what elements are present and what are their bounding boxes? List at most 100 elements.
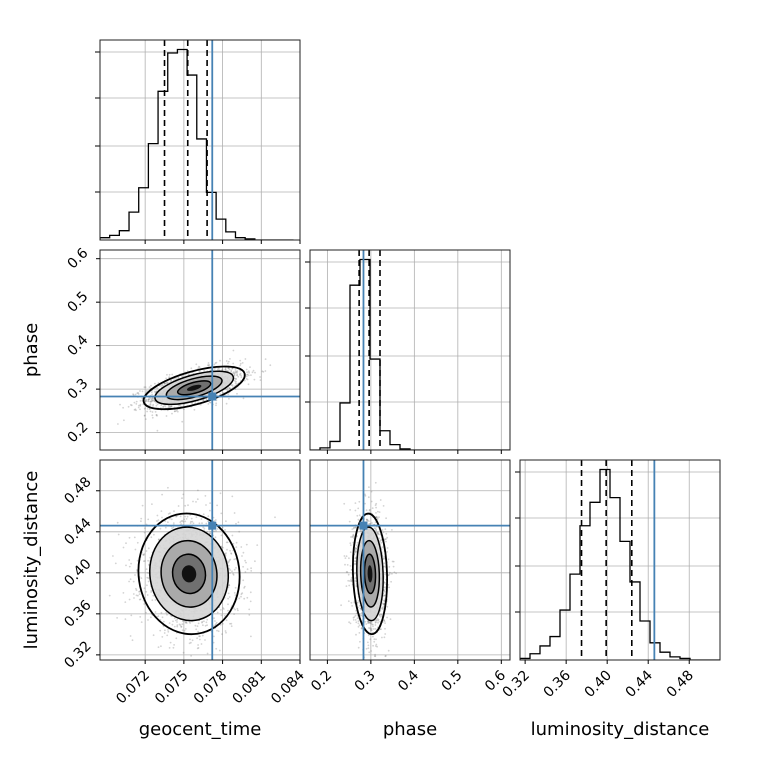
sample-point xyxy=(181,629,184,632)
sample-point xyxy=(164,382,167,385)
sample-point xyxy=(224,368,227,370)
sample-point xyxy=(147,398,150,401)
sample-point xyxy=(233,613,236,615)
sample-point xyxy=(145,400,148,402)
sample-point xyxy=(139,408,141,411)
sample-point xyxy=(260,572,262,574)
sample-point xyxy=(214,519,217,521)
sample-point xyxy=(347,573,350,576)
sample-point xyxy=(147,577,150,580)
sample-point xyxy=(383,558,385,560)
sample-point xyxy=(201,522,203,525)
sample-point xyxy=(242,397,245,400)
sample-point xyxy=(242,565,245,568)
sample-point xyxy=(352,527,355,530)
sample-point xyxy=(146,410,149,413)
sample-point xyxy=(156,520,158,522)
sample-point xyxy=(128,536,131,539)
sample-point xyxy=(177,377,180,379)
sample-point xyxy=(185,621,188,624)
sample-point xyxy=(358,632,361,634)
sample-point xyxy=(214,624,217,627)
sample-point xyxy=(140,621,143,623)
sample-point xyxy=(213,635,215,638)
sample-point xyxy=(369,511,372,514)
sample-point xyxy=(179,624,182,627)
sample-point xyxy=(139,616,142,618)
sample-point xyxy=(160,404,163,407)
sample-point xyxy=(197,630,200,633)
sample-point xyxy=(238,597,241,600)
sample-point xyxy=(385,532,388,535)
sample-point xyxy=(245,368,248,371)
sample-point xyxy=(184,620,187,623)
sample-point xyxy=(215,621,218,624)
sample-point xyxy=(366,620,369,623)
sample-point xyxy=(366,519,368,521)
sample-point xyxy=(381,529,384,531)
sample-point xyxy=(355,547,358,550)
sample-point xyxy=(374,645,377,647)
sample-point xyxy=(224,368,227,371)
sample-point xyxy=(241,592,244,594)
sample-point xyxy=(168,622,171,624)
sample-point xyxy=(209,401,212,404)
sample-point xyxy=(179,521,182,523)
sample-point xyxy=(384,572,387,574)
sample-point xyxy=(350,579,353,582)
sample-point xyxy=(171,527,173,530)
sample-point xyxy=(370,629,372,632)
sample-point xyxy=(235,370,238,373)
sample-point xyxy=(208,364,211,366)
sample-point xyxy=(252,369,255,372)
sample-point xyxy=(146,408,149,410)
sample-point xyxy=(160,510,163,512)
sample-point xyxy=(259,379,262,381)
sample-point xyxy=(364,620,367,623)
sample-point xyxy=(112,555,114,557)
sample-point xyxy=(125,542,127,545)
sample-point xyxy=(215,402,218,405)
sample-point xyxy=(222,622,224,625)
sample-point xyxy=(182,403,185,406)
sample-point xyxy=(151,599,154,602)
sample-point xyxy=(387,649,390,652)
sample-point xyxy=(202,624,204,627)
sample-point xyxy=(226,548,228,551)
sample-point xyxy=(180,625,183,628)
sample-point xyxy=(378,613,381,616)
sample-point xyxy=(179,515,182,518)
sample-point xyxy=(231,367,234,370)
sample-point xyxy=(353,562,356,565)
sample-point xyxy=(357,646,360,649)
sample-point xyxy=(357,507,360,510)
sample-point xyxy=(230,370,233,373)
sample-point xyxy=(205,504,207,506)
sample-point xyxy=(356,617,359,620)
sample-point xyxy=(384,581,386,584)
sample-point xyxy=(141,397,144,400)
sample-point xyxy=(151,397,154,399)
sample-point xyxy=(123,419,125,422)
sample-point xyxy=(177,505,180,507)
sample-point xyxy=(136,392,139,395)
sample-point xyxy=(372,644,374,647)
sample-point xyxy=(382,619,385,622)
sample-point xyxy=(381,606,384,609)
sample-point xyxy=(384,622,386,624)
sample-point xyxy=(135,587,137,590)
sample-point xyxy=(116,521,119,524)
sample-point xyxy=(356,541,359,544)
sample-point xyxy=(191,520,194,523)
sample-point xyxy=(229,558,232,561)
sample-point xyxy=(149,397,152,399)
sample-point xyxy=(174,378,176,380)
sample-point xyxy=(375,502,378,505)
sample-point xyxy=(239,362,242,365)
sample-point xyxy=(168,376,171,379)
sample-point xyxy=(374,653,376,656)
sample-point xyxy=(197,622,200,625)
sample-point xyxy=(170,518,173,521)
sample-point xyxy=(172,526,175,529)
sample-point xyxy=(197,365,200,368)
